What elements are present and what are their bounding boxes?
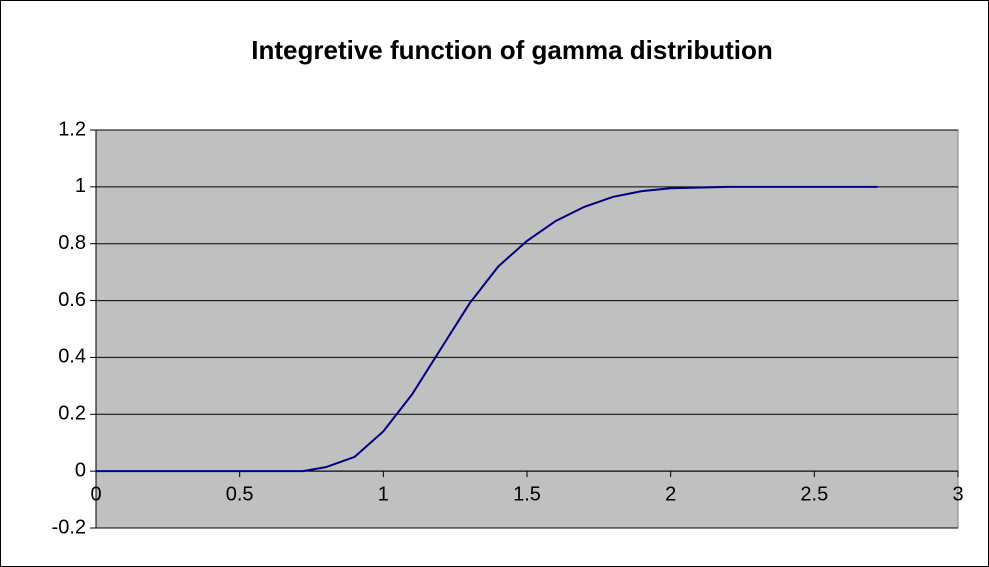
y-tick-label: 1 xyxy=(75,175,86,197)
y-tick-label: 0.8 xyxy=(58,232,86,254)
x-tick-label: 3 xyxy=(952,483,963,505)
x-tick-label: 1.5 xyxy=(513,483,541,505)
x-tick-label: 0.5 xyxy=(226,483,254,505)
y-tick-label: 0.2 xyxy=(58,403,86,425)
x-tick-label: 2 xyxy=(665,483,676,505)
line-series xyxy=(96,185,878,473)
x-tick-label: 0 xyxy=(90,483,101,505)
y-tick-label: 0.4 xyxy=(58,346,86,368)
x-tick-label: 1 xyxy=(378,483,389,505)
y-tick-label: 0.6 xyxy=(58,289,86,311)
y-tick-label: -0.2 xyxy=(52,516,86,538)
chart-title: Integretive function of gamma distributi… xyxy=(251,35,772,65)
y-tick-label: 1.2 xyxy=(58,118,86,140)
plot-area xyxy=(95,129,959,529)
x-tick-label: 2.5 xyxy=(800,483,828,505)
y-tick-label: 0 xyxy=(75,459,86,481)
